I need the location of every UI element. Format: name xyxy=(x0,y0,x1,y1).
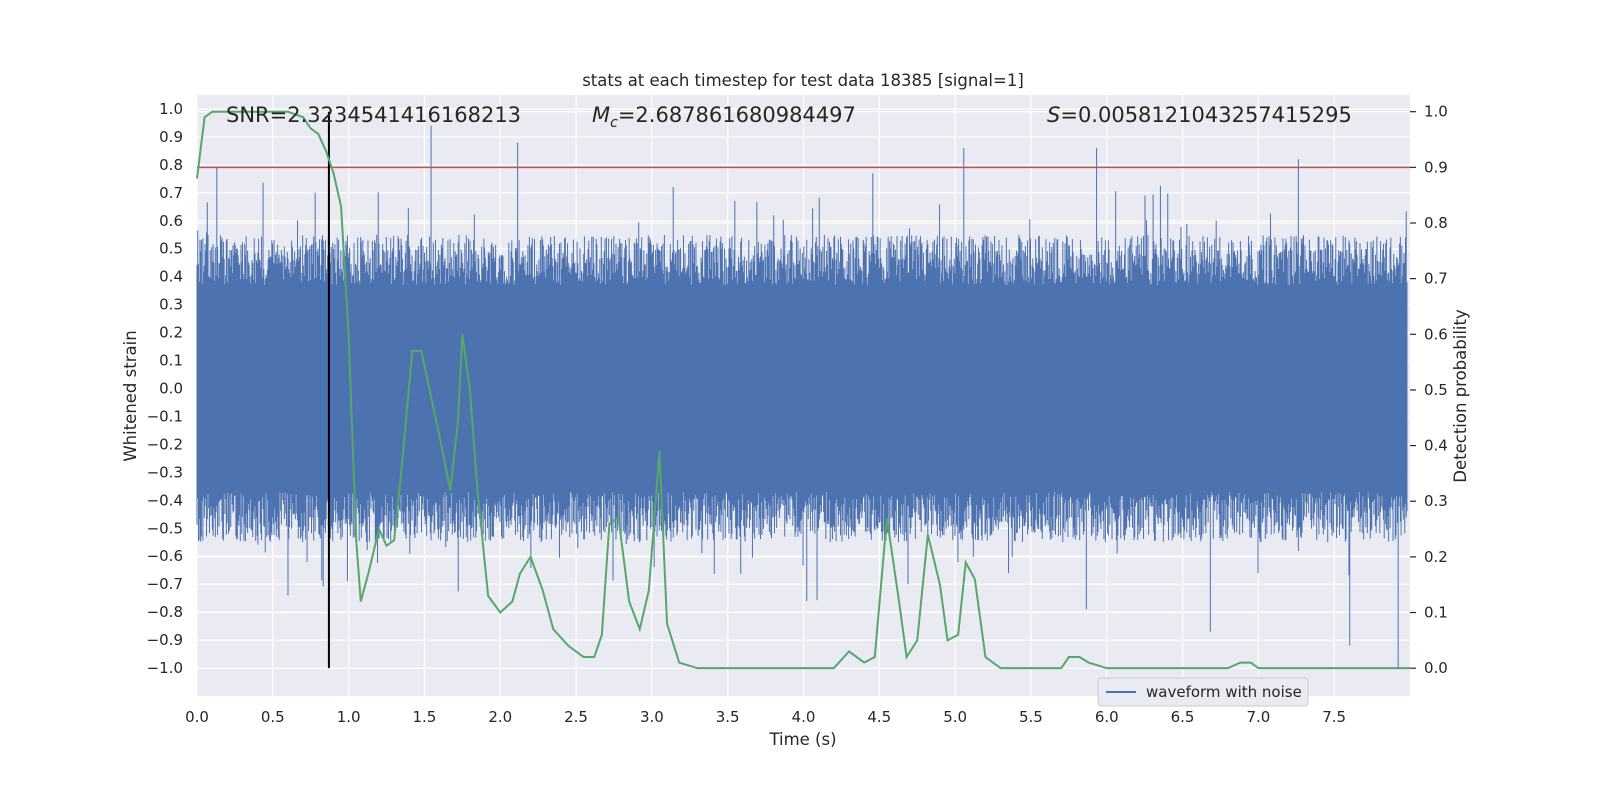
x-tick-label-5: 2.5 xyxy=(564,708,588,726)
y-left-tick-label-13: −0.3 xyxy=(147,463,183,481)
chirp-mass-annotation: Mc=2.687861680984497 xyxy=(592,103,856,131)
y-right-tick-label-10: 0.0 xyxy=(1424,659,1448,677)
s-annotation: S=0.0058121043257415295 xyxy=(1047,103,1352,127)
x-tick-label-3: 1.5 xyxy=(413,708,437,726)
x-tick-label-12: 6.0 xyxy=(1095,708,1119,726)
x-tick-label-1: 0.5 xyxy=(261,708,285,726)
y-right-tick-label-6: 0.4 xyxy=(1424,437,1448,455)
y-left-tick-label-1: 0.9 xyxy=(159,128,183,146)
y-left-tick-label-16: −0.6 xyxy=(147,547,183,565)
y-left-tick-label-10: 0.0 xyxy=(159,380,183,398)
y-left-tick-label-6: 0.4 xyxy=(159,268,183,286)
y-right-tick-label-0: 1.0 xyxy=(1424,103,1448,121)
snr-annotation: SNR=2.3234541416168213 xyxy=(226,103,521,127)
y-left-tick-label-19: −0.9 xyxy=(147,631,183,649)
y-right-axis-label: Detection probability xyxy=(1451,309,1470,483)
x-tick-label-4: 2.0 xyxy=(488,708,512,726)
y-left-tick-label-4: 0.6 xyxy=(159,212,183,230)
chirp-mass-subscript: c xyxy=(610,115,618,131)
y-right-tick-label-7: 0.3 xyxy=(1424,492,1448,510)
y-right-tick-label-8: 0.2 xyxy=(1424,548,1448,566)
x-tick-label-6: 3.0 xyxy=(640,708,664,726)
x-tick-label-14: 7.0 xyxy=(1246,708,1270,726)
y-left-tick-label-3: 0.7 xyxy=(159,184,183,202)
waveform-core-band xyxy=(197,290,1404,487)
y-right-tick-label-4: 0.6 xyxy=(1424,325,1448,343)
y-left-tick-label-0: 1.0 xyxy=(159,100,183,118)
y-left-tick-label-15: −0.5 xyxy=(147,519,183,537)
s-value: =0.0058121043257415295 xyxy=(1060,103,1352,127)
detection-probability-series xyxy=(196,110,1410,670)
waveform-layer xyxy=(196,125,1408,669)
y-left-axis-label: Whitened strain xyxy=(121,330,140,461)
x-tick-label-9: 4.5 xyxy=(867,708,891,726)
x-tick-label-0: 0.0 xyxy=(185,708,209,726)
y-left-tick-label-9: 0.1 xyxy=(159,352,183,370)
y-left-tick-label-17: −0.7 xyxy=(147,575,183,593)
y-right-tick-label-5: 0.5 xyxy=(1424,381,1448,399)
y-left-tick-label-5: 0.5 xyxy=(159,240,183,258)
y-left-tick-label-7: 0.3 xyxy=(159,296,183,314)
x-tick-label-10: 5.0 xyxy=(943,708,967,726)
y-left-tick-label-8: 0.2 xyxy=(159,324,183,342)
x-tick-label-13: 6.5 xyxy=(1171,708,1195,726)
y-right-axis-ticks: 1.0 0.9 0.8 0.7 0.6 0.5 0.4 0.3 0.2 0.1 0.0 xyxy=(1410,103,1448,677)
x-axis-label: Time (s) xyxy=(768,730,836,749)
legend-label-waveform: waveform with noise xyxy=(1146,683,1302,701)
s-symbol: S xyxy=(1047,103,1060,127)
x-tick-label-7: 3.5 xyxy=(716,708,740,726)
y-right-tick-label-3: 0.7 xyxy=(1424,270,1448,288)
y-left-axis-ticks: 1.0 0.9 0.8 0.7 0.6 0.5 0.4 0.3 0.2 0.1 0.0 −0.1 −0.… xyxy=(147,100,183,677)
y-left-tick-label-20: −1.0 xyxy=(147,659,183,677)
y-left-tick-label-18: −0.8 xyxy=(147,603,183,621)
y-right-tick-label-1: 0.9 xyxy=(1424,158,1448,176)
chirp-mass-symbol: M xyxy=(592,103,610,127)
x-axis-ticks: 0.0 0.5 1.0 1.5 2.0 2.5 3.0 3.5 4.0 4.5 5.0 5.5 6.0 6… xyxy=(185,708,1346,726)
x-tick-label-11: 5.5 xyxy=(1019,708,1043,726)
x-tick-label-15: 7.5 xyxy=(1322,708,1346,726)
x-tick-label-8: 4.0 xyxy=(792,708,816,726)
y-left-tick-label-12: −0.2 xyxy=(147,435,183,453)
y-right-tick-label-2: 0.8 xyxy=(1424,214,1448,232)
y-right-tick-label-9: 0.1 xyxy=(1424,604,1448,622)
chirp-mass-value: =2.687861680984497 xyxy=(618,103,856,127)
legend: waveform with noise xyxy=(1097,677,1309,707)
x-tick-label-2: 1.0 xyxy=(337,708,361,726)
y-left-tick-label-11: −0.1 xyxy=(147,407,183,425)
legend-box xyxy=(1097,677,1309,707)
y-left-tick-label-2: 0.8 xyxy=(159,156,183,174)
y-left-tick-label-14: −0.4 xyxy=(147,491,183,509)
chart-title: stats at each timestep for test data 183… xyxy=(582,71,1024,90)
